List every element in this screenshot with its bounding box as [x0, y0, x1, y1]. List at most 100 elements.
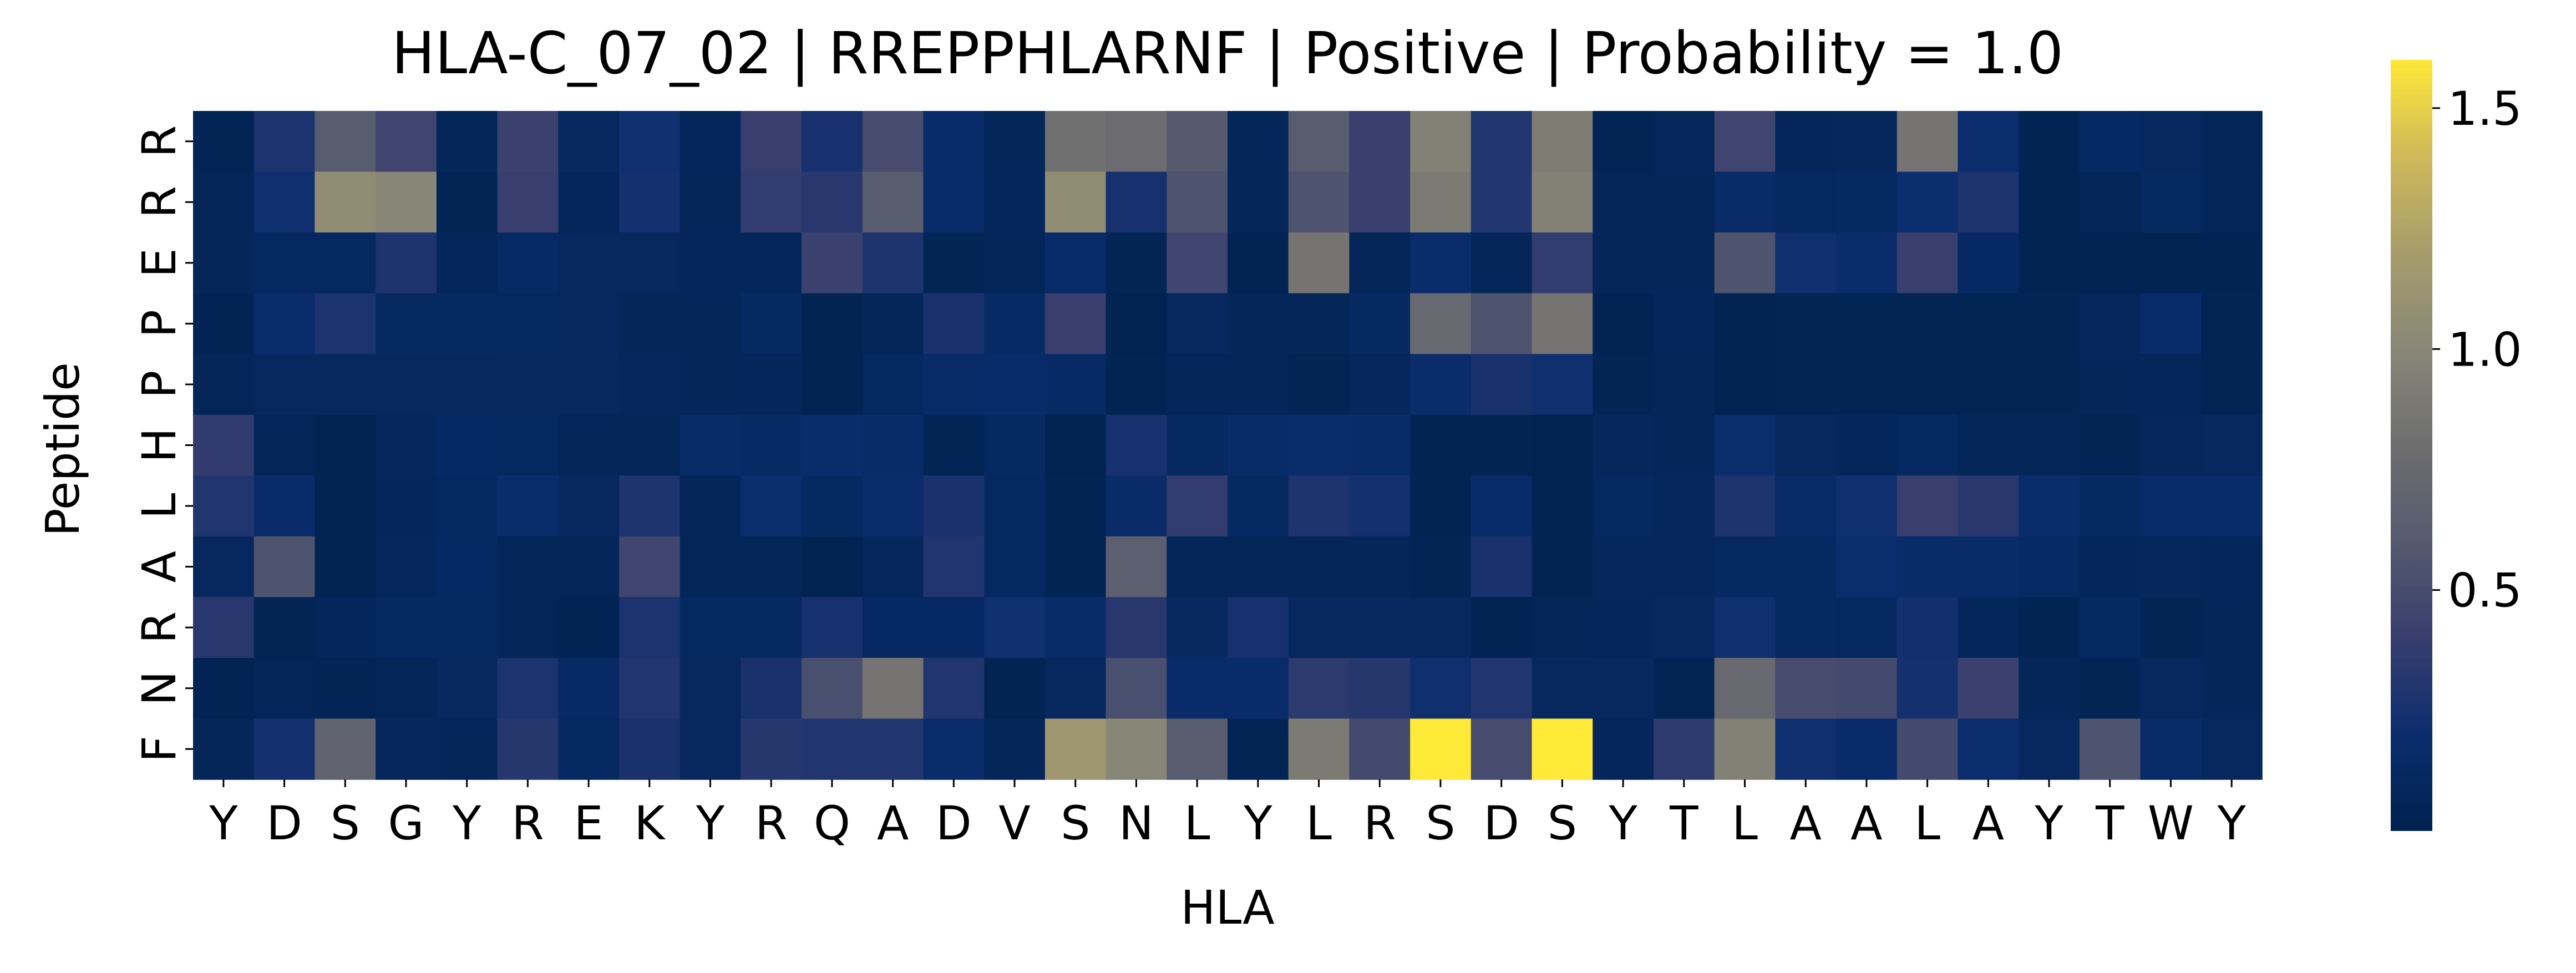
heatmap-cell [1653, 657, 1715, 719]
heatmap-cell [497, 293, 559, 354]
heatmap-cell [253, 111, 316, 173]
heatmap-cell [2201, 597, 2263, 658]
x-tick-label: A [877, 796, 909, 850]
heatmap-cell [1106, 354, 1168, 415]
heatmap-cell [618, 171, 681, 233]
heatmap-cell [802, 536, 863, 598]
heatmap-cell [1896, 171, 1959, 233]
heatmap-cell [1714, 657, 1776, 719]
heatmap-cell [2201, 475, 2263, 537]
heatmap-cell [618, 597, 681, 658]
heatmap-cell [1714, 111, 1776, 173]
heatmap-cell [680, 475, 742, 537]
heatmap-cell [1288, 232, 1350, 294]
heatmap-cell [497, 354, 559, 415]
heatmap-cell [1836, 293, 1898, 354]
heatmap-cell [1044, 232, 1107, 294]
heatmap-cell [1167, 171, 1228, 233]
heatmap-cell [1896, 293, 1959, 354]
heatmap-cell [1106, 657, 1168, 719]
x-tick-label: D [266, 796, 302, 850]
heatmap-cell [1470, 597, 1533, 658]
heatmap-cell [1532, 111, 1594, 173]
heatmap-cell [1896, 111, 1959, 173]
heatmap-cell [1593, 597, 1654, 658]
heatmap-cell [1532, 354, 1594, 415]
x-tick-label: Y [2034, 796, 2063, 850]
heatmap-cell [1349, 111, 1411, 173]
x-tick-label: Y [452, 796, 481, 850]
heatmap-cell [2079, 293, 2141, 354]
heatmap-cell [193, 414, 255, 477]
heatmap-cell [1044, 354, 1107, 415]
heatmap-cell [1349, 657, 1411, 719]
heatmap-cell [1410, 414, 1472, 477]
heatmap-cell [741, 293, 802, 354]
heatmap-cell [376, 293, 437, 354]
heatmap-cell [2019, 475, 2080, 537]
heatmap-cell [2079, 111, 2141, 173]
heatmap-cell [2140, 354, 2202, 415]
heatmap-cell [2019, 657, 2080, 719]
heatmap-cell [802, 111, 863, 173]
heatmap-cell [1958, 475, 2019, 537]
heatmap-cell [1653, 414, 1715, 477]
heatmap-cell [984, 171, 1046, 233]
heatmap-cell [193, 111, 255, 173]
x-tick-label: V [998, 796, 1030, 850]
heatmap-cell [2140, 171, 2202, 233]
heatmap-cell [1836, 111, 1898, 173]
heatmap-cell [1896, 536, 1959, 598]
heatmap-cell [2140, 414, 2202, 477]
heatmap-cell [1167, 718, 1228, 780]
heatmap-cell [558, 475, 620, 537]
y-tick-label: H [132, 428, 186, 463]
heatmap-cell [1106, 718, 1168, 780]
heatmap-cell [497, 597, 559, 658]
heatmap-cell [436, 414, 498, 477]
heatmap-cell [1349, 232, 1411, 294]
heatmap-cell [1410, 232, 1472, 294]
heatmap-cell [618, 232, 681, 294]
heatmap-cell [802, 414, 863, 477]
heatmap-cell [558, 111, 620, 173]
heatmap-cell [1228, 718, 1289, 780]
heatmap-cell [802, 597, 863, 658]
heatmap-cell [680, 414, 742, 477]
heatmap-cell [2201, 354, 2263, 415]
x-tick-label: T [2095, 796, 2124, 850]
heatmap-cell [1167, 293, 1228, 354]
heatmap-cell [193, 475, 255, 537]
heatmap-cell [1653, 536, 1715, 598]
heatmap-cell [253, 657, 316, 719]
y-tick-label: F [132, 736, 186, 762]
heatmap-cell [2019, 232, 2080, 294]
heatmap-cell [2079, 475, 2141, 537]
heatmap-cell [741, 111, 802, 173]
x-tick-label: D [1483, 796, 1519, 850]
heatmap-cell [2079, 657, 2141, 719]
heatmap-cell [376, 414, 437, 477]
heatmap-cell [1653, 718, 1715, 780]
heatmap-cell [680, 111, 742, 173]
heatmap-cell [376, 171, 437, 233]
heatmap-cell [315, 293, 376, 354]
heatmap-cell [2201, 232, 2263, 294]
heatmap-cell [984, 536, 1046, 598]
heatmap-cell [558, 718, 620, 780]
heatmap-cell [1228, 475, 1289, 537]
heatmap-cell [1288, 171, 1350, 233]
heatmap-cell [1775, 718, 1837, 780]
heatmap-cell [618, 111, 681, 173]
x-tick-label: T [1669, 796, 1698, 850]
heatmap-cell [923, 293, 985, 354]
heatmap-cell [315, 597, 376, 658]
x-tick-label: L [1306, 796, 1332, 850]
heatmap-cell [923, 536, 985, 598]
heatmap-cell [1653, 475, 1715, 537]
heatmap-cell [802, 354, 863, 415]
heatmap-cell [1044, 414, 1107, 477]
heatmap-cell [253, 171, 316, 233]
heatmap-cell [1593, 171, 1654, 233]
